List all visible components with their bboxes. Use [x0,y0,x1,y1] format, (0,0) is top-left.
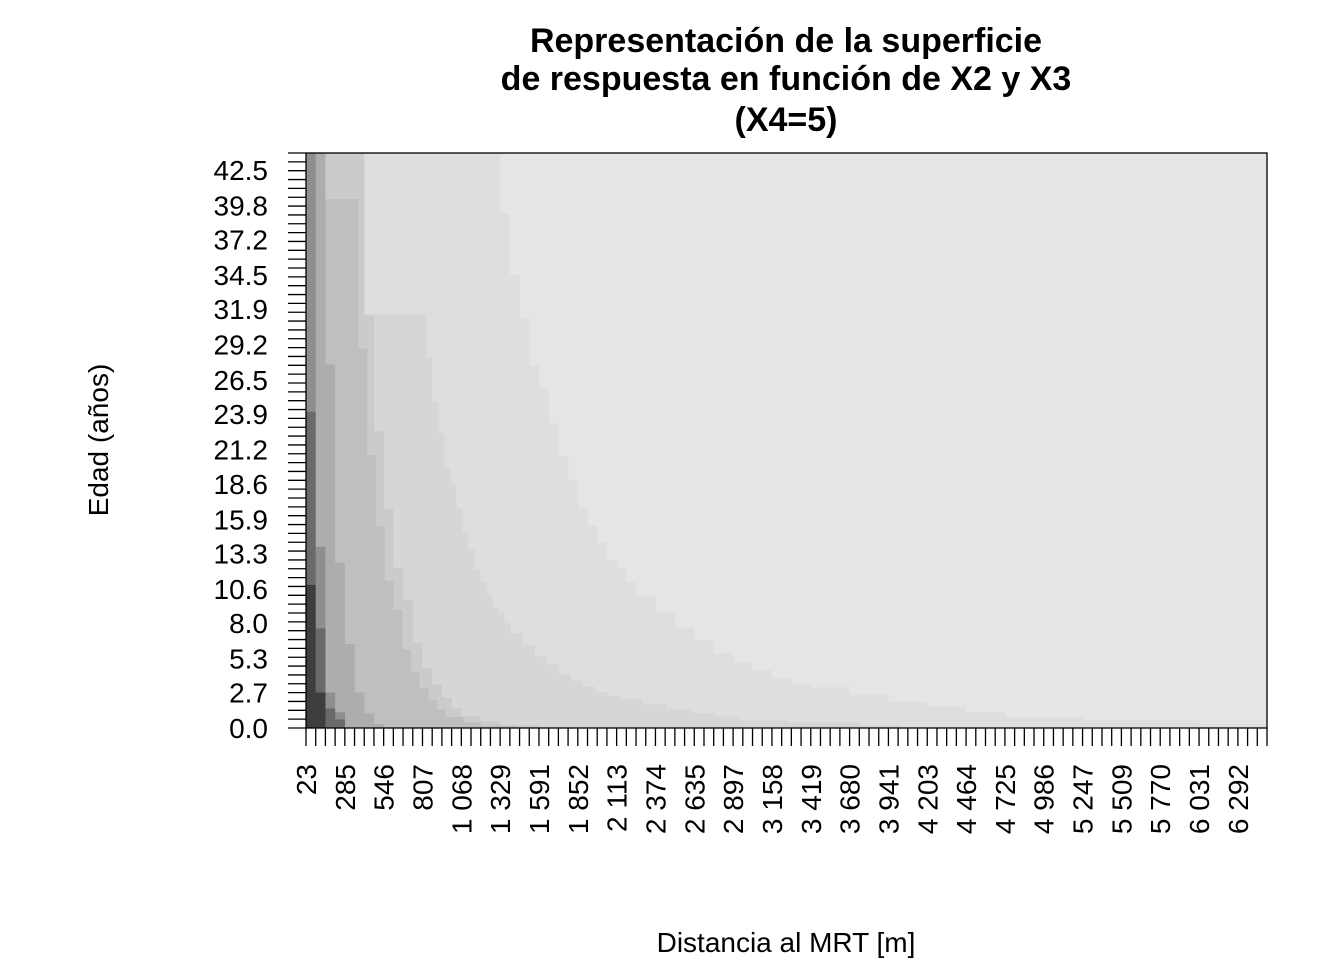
x-tick-label: 6 292 [1223,764,1254,834]
x-tick-label: 2 635 [679,764,710,834]
y-axis-label: Edad (años) [83,364,114,517]
y-tick-label: 2.7 [229,678,268,709]
x-tick-label: 1 852 [563,764,594,834]
y-tick-label: 5.3 [229,643,268,674]
y-tick-label: 29.2 [214,330,269,361]
x-tick-label: 1 329 [485,764,516,834]
x-tick-label: 2 897 [718,764,749,834]
x-tick-label: 5 247 [1068,764,1099,834]
level-region-2 [306,411,345,728]
x-tick-label: 5 509 [1106,764,1137,834]
y-tick-label: 10.6 [214,574,269,605]
x-axis: 23 285 546 807 1 068 1 329 1 591 1 852 2 113 2 37… [291,728,1268,834]
y-tick-label: 0.0 [229,713,268,744]
chart-title-line-3: (X4=5) [735,101,838,139]
x-tick-label: 4 986 [1029,764,1060,834]
y-tick-label: 8.0 [229,608,268,639]
chart-title-line-1: Representación de la superficie [530,22,1042,60]
x-tick-label: 4 464 [951,764,982,834]
y-axis: 0.0 2.7 5.3 8.010.6 13.315.9 18.621.2 23.926.5… [214,152,306,744]
level-region-7 [306,314,902,728]
y-tick-label: 39.8 [214,191,269,222]
level-region-1 [306,584,326,728]
chart-title-line-2: de respuesta en función de X2 y X3 [501,60,1072,98]
x-tick-label: 1 591 [524,764,555,834]
y-tick-label: 37.2 [214,225,269,256]
x-tick-label: 1 068 [446,764,477,834]
y-tick-label: 34.5 [214,260,269,291]
y-tick-label: 31.9 [214,294,269,325]
x-tick-label: 6 031 [1184,764,1215,834]
y-tick-label: 15.9 [214,504,269,535]
chart-title: Representación de la superficie de respu… [501,22,1072,139]
y-tick-label: 23.9 [214,399,269,430]
y-tick-label: 13.3 [214,538,269,569]
level-region-5 [306,199,516,728]
x-tick-label: 3 419 [796,764,827,834]
level-region-3 [306,153,345,728]
level-region-8 [306,153,1267,728]
x-tick-label: 285 [330,764,361,811]
y-tick-label: 26.5 [214,365,269,396]
x-tick-label: 23 [291,764,322,795]
x-tick-label: 3 680 [835,764,866,834]
plot-frame [305,152,1268,729]
x-tick-label: 3 941 [873,764,904,834]
x-tick-label: 4 203 [912,764,943,834]
heatmap-cells [306,153,1267,728]
x-axis-label: Distancia al MRT [m] [657,927,916,958]
x-tick-label: 5 770 [1145,764,1176,834]
x-tick-label: 546 [369,764,400,811]
y-tick-label: 42.5 [214,155,269,186]
x-tick-label: 807 [407,764,438,811]
x-tick-label: 2 113 [602,764,633,832]
x-tick-label: 3 158 [757,764,788,834]
x-tick-label: 2 374 [640,764,671,834]
y-tick-label: 21.2 [214,435,269,466]
x-tick-label: 4 725 [990,764,1021,834]
y-tick-label: 18.6 [214,469,269,500]
